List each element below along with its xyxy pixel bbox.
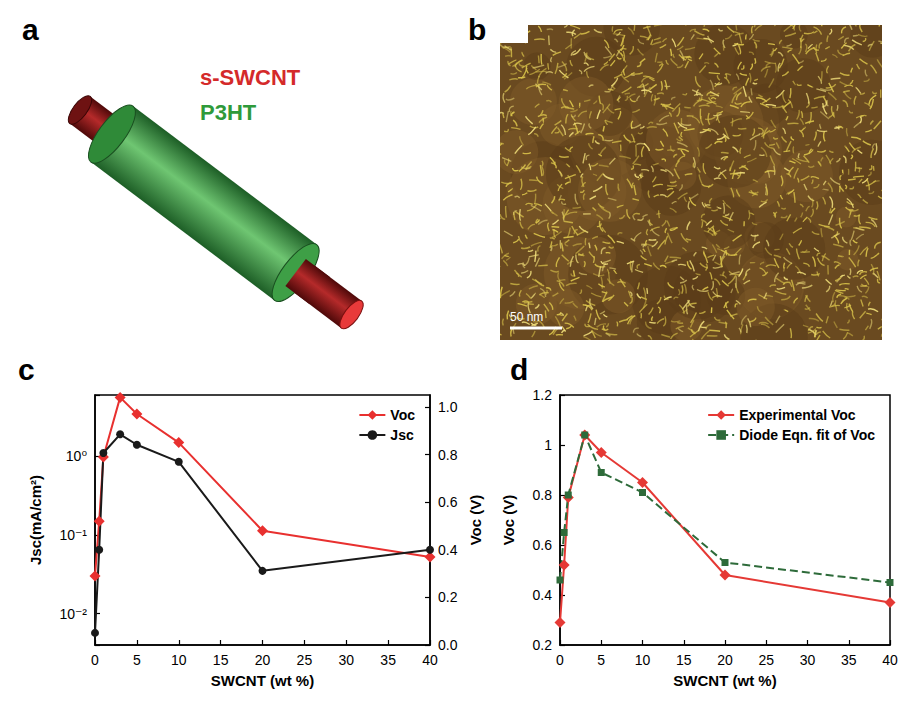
svg-text:0: 0 [91, 652, 99, 668]
svg-text:Experimental Voc: Experimental Voc [739, 407, 856, 423]
svg-text:30: 30 [338, 652, 354, 668]
svg-text:SWCNT (wt %): SWCNT (wt %) [211, 672, 314, 689]
svg-text:30: 30 [800, 652, 816, 668]
svg-text:5: 5 [597, 652, 605, 668]
svg-text:Jsc: Jsc [390, 427, 414, 443]
svg-text:SWCNT (wt %): SWCNT (wt %) [673, 672, 776, 689]
svg-text:35: 35 [380, 652, 396, 668]
svg-text:0.2: 0.2 [533, 637, 553, 653]
svg-text:a: a [22, 13, 39, 46]
svg-text:5: 5 [133, 652, 141, 668]
svg-text:50 nm: 50 nm [510, 310, 543, 324]
svg-text:0.4: 0.4 [533, 587, 553, 603]
svg-text:35: 35 [841, 652, 857, 668]
svg-text:Voc (V): Voc (V) [500, 495, 517, 546]
svg-text:40: 40 [422, 652, 438, 668]
svg-text:25: 25 [758, 652, 774, 668]
svg-text:Voc (V): Voc (V) [467, 495, 484, 546]
svg-text:1.2: 1.2 [533, 387, 553, 403]
svg-text:0.4: 0.4 [438, 542, 458, 558]
svg-text:0: 0 [556, 652, 564, 668]
svg-text:0.6: 0.6 [438, 494, 458, 510]
svg-text:Voc: Voc [390, 407, 415, 423]
svg-text:10⁻¹: 10⁻¹ [59, 527, 87, 543]
svg-text:15: 15 [676, 652, 692, 668]
svg-text:b: b [468, 13, 486, 46]
svg-text:Jsc(mA/cm²): Jsc(mA/cm²) [27, 475, 44, 565]
svg-text:10: 10 [635, 652, 651, 668]
svg-text:Diode Eqn. fit of Voc: Diode Eqn. fit of Voc [739, 427, 875, 443]
svg-text:10: 10 [171, 652, 187, 668]
svg-text:0.8: 0.8 [533, 487, 553, 503]
svg-text:P3HT: P3HT [200, 100, 257, 125]
svg-text:20: 20 [717, 652, 733, 668]
svg-text:0.0: 0.0 [438, 637, 458, 653]
svg-text:15: 15 [213, 652, 229, 668]
svg-text:d: d [510, 353, 528, 386]
svg-text:20: 20 [255, 652, 271, 668]
svg-text:25: 25 [297, 652, 313, 668]
svg-text:0.8: 0.8 [438, 447, 458, 463]
svg-text:40: 40 [882, 652, 898, 668]
svg-text:1.0: 1.0 [438, 399, 458, 415]
svg-text:s-SWCNT: s-SWCNT [200, 65, 301, 90]
svg-text:0.6: 0.6 [533, 537, 553, 553]
svg-text:10⁻²: 10⁻² [59, 606, 87, 622]
svg-text:10⁰: 10⁰ [66, 448, 88, 464]
svg-text:0.2: 0.2 [438, 589, 458, 605]
svg-text:c: c [18, 353, 35, 386]
svg-text:1: 1 [544, 437, 552, 453]
